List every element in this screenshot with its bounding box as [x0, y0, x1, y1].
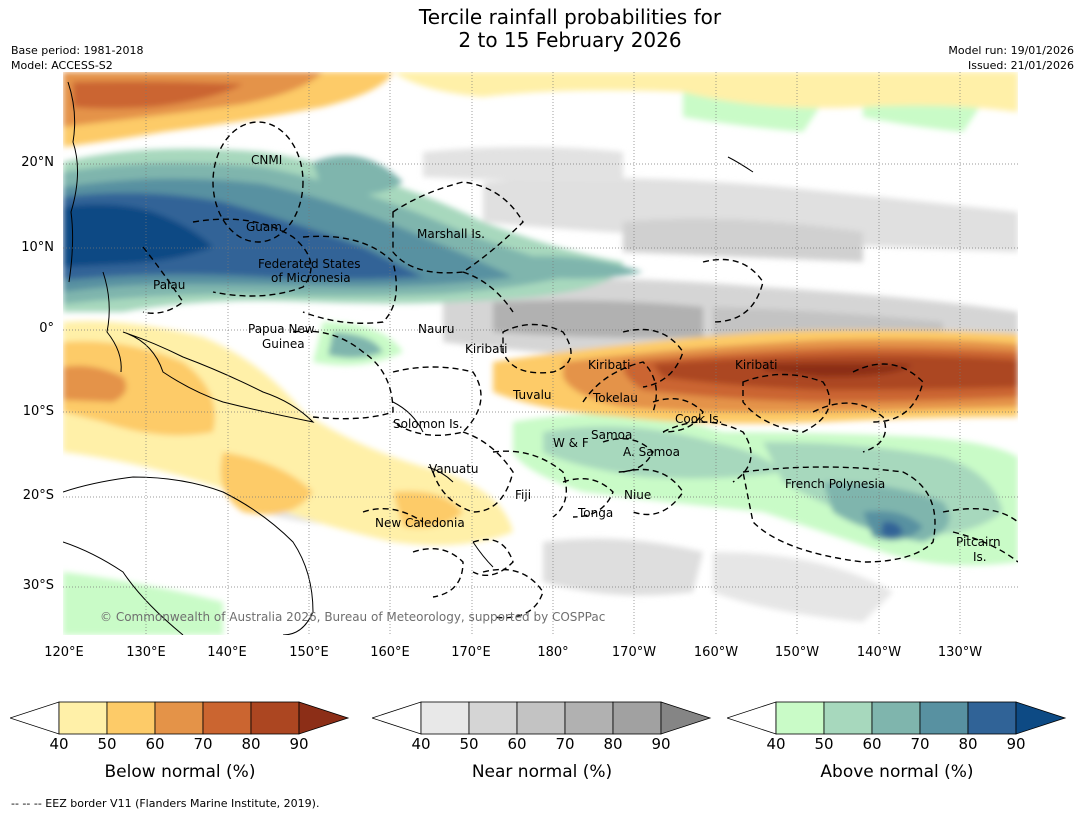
- title-line-1: Tercile rainfall probabilities for: [418, 5, 722, 29]
- tick: 80: [958, 735, 978, 753]
- label-samoa: Samoa: [591, 428, 632, 442]
- lat-label-30s: 30°S: [22, 578, 54, 593]
- lon-label-130w: 130°W: [937, 645, 983, 660]
- label-tonga: Tonga: [577, 506, 613, 520]
- label-png-2: Guinea: [262, 337, 305, 351]
- colorbar-near: [372, 701, 712, 735]
- label-fsm-2: of Micronesia: [271, 271, 351, 285]
- label-vanuatu: Vanuatu: [429, 462, 479, 476]
- colorbar-near-title: Near normal (%): [471, 762, 613, 782]
- lon-label-150e: 150°E: [289, 645, 329, 660]
- lat-label-0: 0°: [39, 321, 54, 336]
- lon-label-170w: 170°W: [611, 645, 657, 660]
- tick: 50: [814, 735, 834, 753]
- lon-label-130e: 130°E: [126, 645, 166, 660]
- label-new-caledonia: New Caledonia: [375, 516, 465, 530]
- colorbar-above: [727, 701, 1067, 735]
- lat-label-10n: 10°N: [21, 240, 54, 255]
- tick: 50: [459, 735, 479, 753]
- label-american-samoa: A. Samoa: [623, 445, 680, 459]
- label-french-polynesia: French Polynesia: [785, 477, 885, 491]
- probability-field: [63, 72, 1018, 635]
- tick: 80: [603, 735, 623, 753]
- tick: 90: [1006, 735, 1026, 753]
- eez-footnote: -- -- -- EEZ border V11 (Flanders Marine…: [11, 797, 320, 810]
- model-run: Model run: 19/01/2026: [948, 44, 1074, 57]
- lon-label-140e: 140°E: [207, 645, 247, 660]
- tick: 70: [555, 735, 575, 753]
- label-tokelau: Tokelau: [592, 391, 638, 405]
- model-name: Model: ACCESS-S2: [11, 59, 113, 72]
- rainfall-probability-map: CNMI Guam Marshall Is. Federated States …: [63, 72, 1018, 635]
- eez-borders: [142, 121, 1018, 619]
- label-wallis-futuna: W & F: [553, 436, 589, 450]
- tick: 70: [193, 735, 213, 753]
- graticule: [63, 72, 1018, 635]
- label-solomon: Solomon Is.: [393, 417, 463, 431]
- chart-title: Tercile rainfall probabilities for 2 to …: [0, 6, 1085, 52]
- label-pitcairn-1: Pitcairn: [956, 535, 1001, 549]
- label-marshall: Marshall Is.: [417, 227, 485, 241]
- tick: 80: [241, 735, 261, 753]
- tick: 40: [766, 735, 786, 753]
- lon-label-160w: 160°W: [693, 645, 739, 660]
- label-fiji: Fiji: [515, 488, 531, 502]
- colorbar-below: [10, 701, 350, 735]
- tick: 60: [507, 735, 527, 753]
- label-niue: Niue: [624, 488, 651, 502]
- label-palau: Palau: [153, 278, 185, 292]
- place-labels: CNMI Guam Marshall Is. Federated States …: [100, 153, 1001, 624]
- coastlines: [63, 81, 754, 635]
- colorbar-above-title: Above normal (%): [820, 762, 974, 782]
- tick: 60: [862, 735, 882, 753]
- label-kiribati-central: Kiribati: [588, 358, 630, 372]
- label-cnmi: CNMI: [251, 153, 282, 167]
- label-png-1: Papua New: [248, 322, 315, 336]
- tick: 70: [910, 735, 930, 753]
- tick: 50: [97, 735, 117, 753]
- label-cook: Cook Is.: [675, 412, 722, 426]
- lat-label-20s: 20°S: [22, 488, 54, 503]
- label-nauru: Nauru: [418, 322, 454, 336]
- tick: 90: [651, 735, 671, 753]
- meta-right: Model run: 19/01/2026 Issued: 21/01/2026: [948, 43, 1074, 73]
- base-period: Base period: 1981-2018: [11, 44, 144, 57]
- label-guam: Guam: [246, 220, 282, 234]
- label-fsm-1: Federated States: [258, 257, 360, 271]
- lon-label-160e: 160°E: [370, 645, 410, 660]
- lat-label-20n: 20°N: [21, 155, 54, 170]
- tick: 90: [289, 735, 309, 753]
- copyright-notice: © Commonwealth of Australia 2026, Bureau…: [100, 610, 605, 624]
- colorbar-below-title: Below normal (%): [104, 762, 256, 782]
- issued-date: Issued: 21/01/2026: [967, 59, 1074, 72]
- lon-label-170e: 170°E: [451, 645, 491, 660]
- label-kiribati-east: Kiribati: [735, 358, 777, 372]
- tick: 40: [411, 735, 431, 753]
- meta-left: Base period: 1981-2018 Model: ACCESS-S2: [11, 43, 143, 73]
- label-tuvalu: Tuvalu: [512, 388, 552, 402]
- lon-label-140w: 140°W: [856, 645, 902, 660]
- label-kiribati-west: Kiribati: [465, 342, 507, 356]
- tick: 40: [49, 735, 69, 753]
- title-line-2: 2 to 15 February 2026: [458, 28, 682, 52]
- lon-label-120e: 120°E: [44, 645, 84, 660]
- label-pitcairn-2: Is.: [973, 550, 987, 564]
- map-svg: CNMI Guam Marshall Is. Federated States …: [63, 72, 1018, 635]
- lon-label-150w: 150°W: [774, 645, 820, 660]
- tick: 60: [145, 735, 165, 753]
- lat-label-10s: 10°S: [22, 404, 54, 419]
- lon-label-180: 180°: [537, 645, 569, 660]
